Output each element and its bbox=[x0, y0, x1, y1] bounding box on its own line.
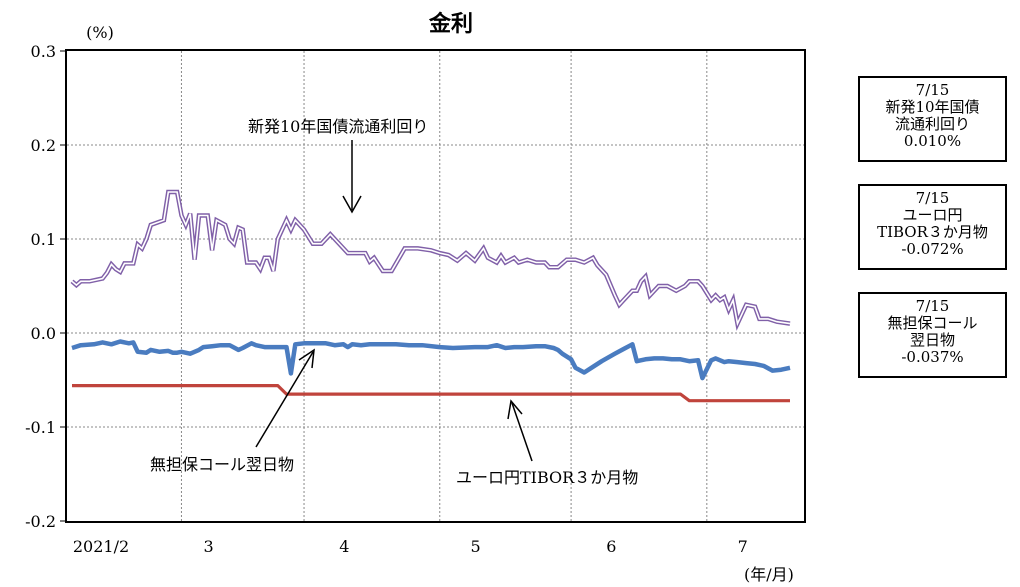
side-box-jgb-line1: 新発10年国債 bbox=[885, 98, 980, 116]
y-axis: 0.3 0.2 0.1 0.0 -0.1 -0.2 bbox=[25, 42, 66, 531]
side-box-tibor-line2: TIBOR３か月物 bbox=[877, 223, 988, 241]
y-tick-label: 0.0 bbox=[31, 324, 56, 343]
annotation-tibor-arrow bbox=[511, 402, 533, 462]
grid-layer bbox=[67, 51, 804, 521]
annotation-call-arrow bbox=[255, 351, 314, 448]
x-tick-label: 7 bbox=[738, 537, 748, 556]
side-box-call-line1: 無担保コール bbox=[887, 314, 978, 332]
annotation-tibor-label: ユーロ円TIBOR３か月物 bbox=[456, 468, 638, 487]
series-1 bbox=[71, 339, 791, 381]
series-2 bbox=[72, 384, 790, 403]
x-tick-label: 3 bbox=[203, 537, 213, 556]
chart-title: 金利 bbox=[428, 11, 473, 37]
side-box-tibor-date: 7/15 bbox=[915, 189, 950, 207]
series-line bbox=[72, 384, 790, 403]
plot-frame bbox=[65, 49, 806, 523]
side-box-tibor-value: -0.072% bbox=[901, 240, 964, 258]
y-unit-label: (%) bbox=[86, 23, 114, 42]
x-axis: 2021/2 3 4 5 6 7 bbox=[73, 537, 748, 556]
side-box-jgb-line2: 流通利回り bbox=[894, 115, 970, 133]
x-tick-label: 5 bbox=[471, 537, 481, 556]
y-tick-label: 0.3 bbox=[31, 42, 56, 61]
series-line-inner bbox=[71, 191, 791, 327]
side-box-tibor-line1: ユーロ円 bbox=[902, 206, 963, 224]
y-tick-label: 0.1 bbox=[31, 230, 56, 249]
side-box-tibor: 7/15 ユーロ円 TIBOR３か月物 -0.072% bbox=[858, 184, 1007, 270]
series-line bbox=[71, 339, 791, 381]
side-box-call-date: 7/15 bbox=[915, 297, 950, 315]
x-tick-label: 6 bbox=[606, 537, 616, 556]
annotation-jgb-arrowhead bbox=[342, 195, 362, 214]
side-box-call: 7/15 無担保コール 翌日物 -0.037% bbox=[858, 292, 1007, 378]
annotation-call-label: 無担保コール翌日物 bbox=[150, 455, 294, 474]
series-line-outer bbox=[70, 189, 791, 331]
y-tick-label: -0.2 bbox=[25, 512, 56, 531]
annotations: 新発10年国債流通利回り 無担保コール翌日物 ユーロ円TIBOR３か月物 bbox=[150, 117, 638, 487]
series-layer bbox=[70, 189, 791, 403]
side-box-call-value: -0.037% bbox=[901, 348, 964, 366]
side-box-call-line2: 翌日物 bbox=[909, 331, 955, 349]
side-box-jgb-value: 0.010% bbox=[903, 132, 962, 150]
side-box-jgb-date: 7/15 bbox=[915, 81, 950, 99]
annotation-tibor-arrowhead bbox=[507, 399, 523, 420]
x-unit-label: (年/月) bbox=[744, 565, 794, 584]
x-tick-label: 2021/2 bbox=[73, 537, 129, 556]
y-tick-label: 0.2 bbox=[31, 136, 56, 155]
y-tick-label: -0.1 bbox=[25, 418, 56, 437]
side-box-jgb: 7/15 新発10年国債 流通利回り 0.010% bbox=[858, 76, 1007, 162]
x-tick-label: 4 bbox=[339, 537, 349, 556]
annotation-jgb-label: 新発10年国債流通利回り bbox=[248, 117, 428, 136]
series-0 bbox=[70, 189, 791, 331]
annotation-call-arrowhead bbox=[298, 348, 315, 369]
